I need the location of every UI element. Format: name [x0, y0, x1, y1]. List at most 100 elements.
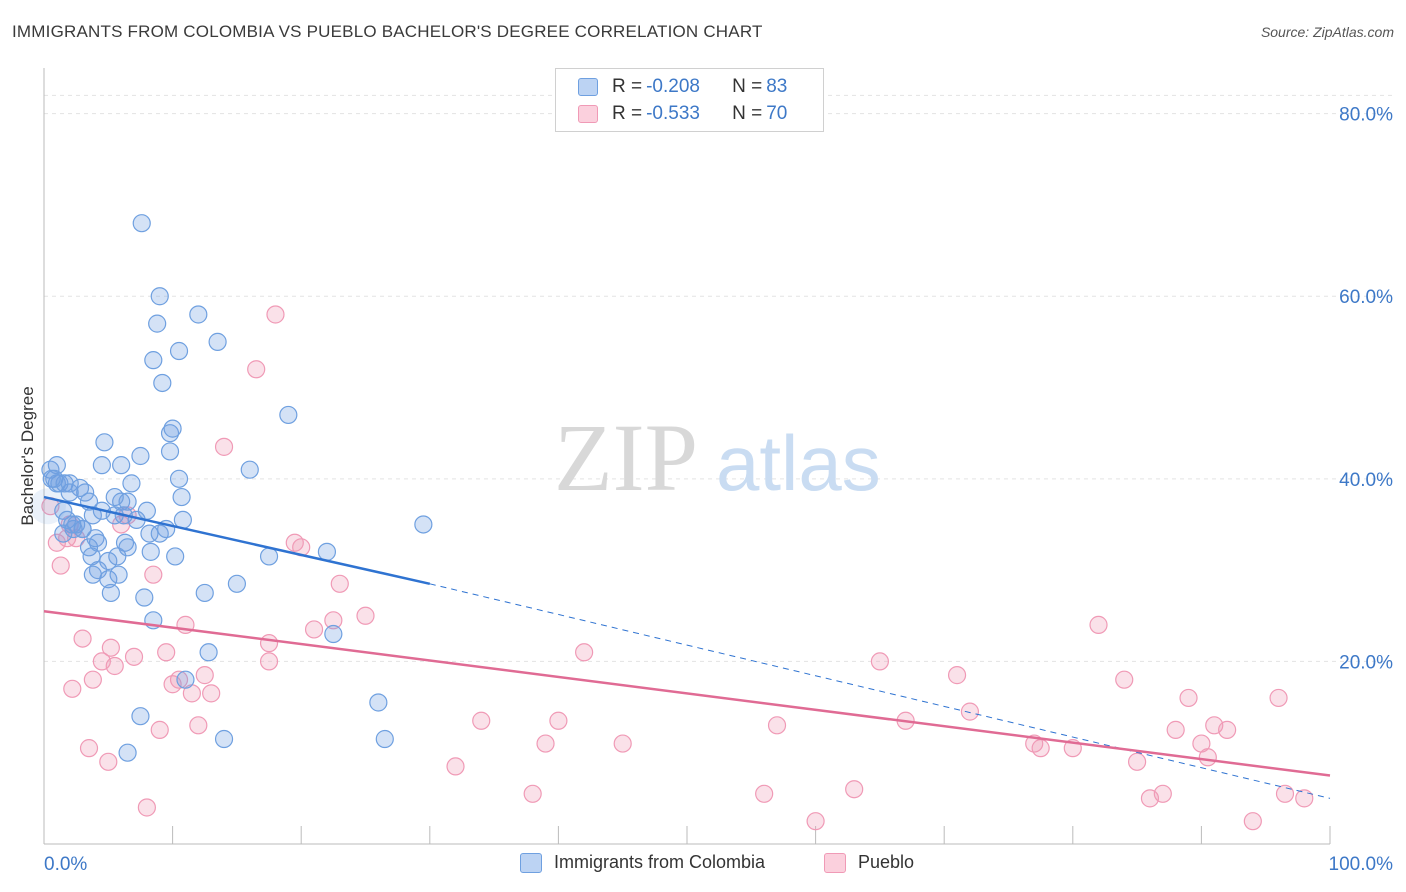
legend-r-value: -0.533 [646, 103, 700, 124]
colombia-point [375, 729, 394, 749]
colombia-point [112, 456, 131, 475]
colombia-point [141, 542, 160, 561]
colombia-point [132, 214, 151, 233]
legend-box: R = -0.208 N = 83 R = -0.533 N = 70 [555, 68, 824, 132]
x-tick-label-min: 0.0% [44, 854, 87, 875]
colombia-point [140, 524, 159, 543]
pueblo-point [549, 711, 568, 730]
pueblo-point [575, 643, 594, 662]
pueblo-point [330, 574, 349, 593]
source-label: Source: ZipAtlas.com [1260, 24, 1394, 40]
colombia-point [169, 341, 189, 361]
colombia-point [279, 405, 298, 425]
pueblo-point [523, 784, 542, 803]
colombia-point [105, 487, 124, 507]
colombia-point [414, 515, 433, 534]
pueblo-series [41, 305, 1314, 831]
colombia-point [95, 433, 114, 452]
pueblo-point [247, 360, 266, 379]
colombia-point [108, 547, 127, 566]
colombia-cluster [29, 488, 66, 525]
legend-n-label: N = [732, 103, 763, 124]
pueblo-point [304, 620, 324, 639]
pueblo-point [324, 611, 343, 630]
colombia-series [29, 214, 433, 762]
legend-row-colombia: R = -0.208 N = 83 [578, 75, 787, 99]
y-tick-label: 40.0% [1339, 470, 1393, 491]
colombia-point [60, 474, 79, 493]
legend-swatch-pueblo [578, 105, 598, 123]
colombia-trend-extension [429, 583, 1331, 799]
colombia-point [166, 547, 185, 566]
colombia-point [317, 542, 337, 561]
pueblo-point [51, 556, 70, 575]
colombia-point [169, 469, 189, 488]
colombia-point [227, 574, 246, 593]
bottom-legend-pueblo[interactable]: Pueblo [824, 852, 914, 873]
colombia-point [88, 533, 108, 552]
pueblo-point [73, 629, 92, 648]
pueblo-point [259, 634, 279, 653]
y-axis-label: Bachelor's Degree [18, 386, 37, 525]
pueblo-point [806, 812, 825, 831]
pueblo-point [755, 784, 774, 803]
watermark-atlas: atlas [716, 419, 881, 507]
pueblo-point [1179, 688, 1198, 708]
pueblo-point [83, 670, 102, 689]
colombia-point [150, 287, 169, 306]
colombia-point [214, 729, 234, 749]
colombia-point [131, 446, 150, 466]
colombia-point [101, 583, 120, 603]
colombia-point [137, 501, 156, 520]
pueblo-point [947, 666, 967, 685]
colombia-point [144, 351, 163, 370]
y-tick-label: 60.0% [1339, 287, 1393, 308]
pueblo-point [1198, 748, 1217, 767]
colombia-point [163, 419, 182, 438]
legend-r-value: -0.208 [646, 76, 700, 97]
pueblo-point [845, 780, 864, 799]
pueblo-point [536, 734, 555, 753]
colombia-point [122, 474, 141, 493]
colombia-point [148, 314, 167, 333]
pueblo-point [870, 652, 890, 671]
pueblo-point [195, 666, 214, 685]
colombia-point [99, 551, 118, 571]
colombia-point [259, 547, 279, 566]
colombia-point [176, 670, 195, 689]
watermark-zip: ZIP [554, 404, 698, 511]
pueblo-point [124, 647, 144, 666]
pueblo-point [1031, 739, 1050, 758]
x-tick-labels: 0.0% 100.0% [44, 854, 1393, 875]
bottom-legend-label-pueblo: Pueblo [858, 852, 915, 872]
pueblo-point [472, 711, 491, 730]
colombia-point [199, 643, 218, 662]
pueblo-point [144, 565, 163, 584]
pueblo-point [613, 734, 632, 753]
colombia-point [189, 305, 208, 324]
colombia-point [195, 583, 214, 603]
pueblo-point [157, 643, 176, 662]
pueblo-point [1218, 720, 1237, 739]
colombia-point [131, 707, 150, 726]
chart-title: IMMIGRANTS FROM COLOMBIA VS PUEBLO BACHE… [12, 22, 763, 41]
bottom-legend-colombia[interactable]: Immigrants from Colombia [520, 852, 765, 873]
y-tick-label: 20.0% [1339, 652, 1393, 673]
pueblo-point [356, 606, 375, 625]
colombia-point [92, 456, 111, 475]
colombia-point [42, 469, 61, 488]
pueblo-point [105, 656, 124, 676]
pueblo-point [1089, 615, 1108, 634]
legend-r-label: R = [612, 76, 643, 97]
colombia-point [172, 487, 191, 507]
colombia-point [83, 565, 102, 584]
bottom-legend: Immigrants from Colombia Pueblo [0, 852, 1406, 878]
colombia-point [63, 515, 82, 534]
pueblo-point [79, 739, 99, 758]
pueblo-point [1269, 688, 1288, 708]
colombia-point [60, 483, 79, 502]
colombia-point [153, 373, 172, 393]
colombia-point [160, 442, 180, 461]
pueblo-point [99, 752, 118, 771]
